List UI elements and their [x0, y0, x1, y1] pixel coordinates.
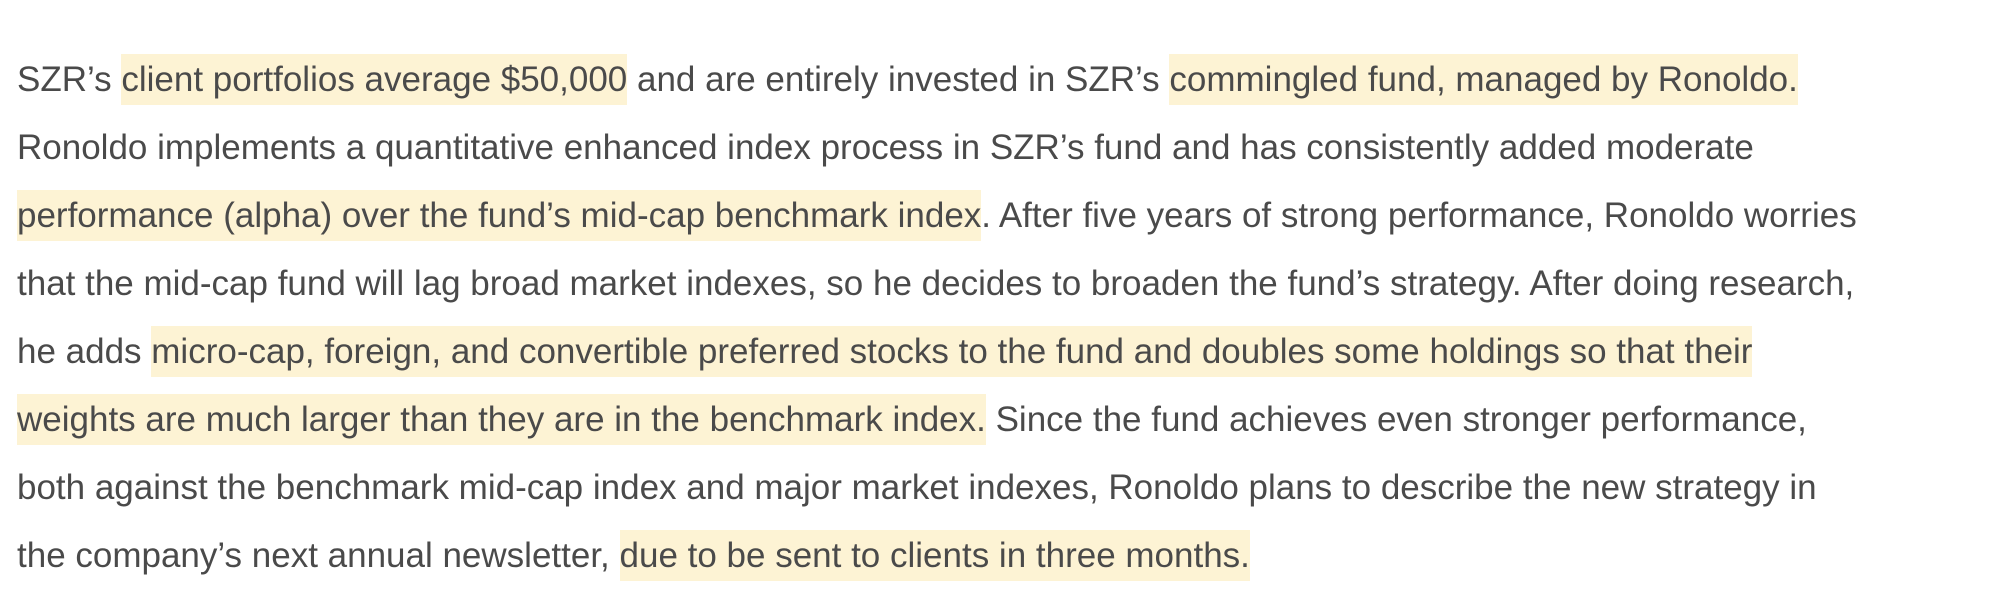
passage-text: . After five years of strong performance…: [981, 196, 1857, 235]
passage-line: weights are much larger than they are in…: [17, 386, 2000, 454]
passage-text: and are entirely invested in SZR’s: [627, 60, 1170, 99]
passage-line: SZR’s client portfolios average $50,000 …: [17, 46, 2000, 114]
passage-line: that the mid-cap fund will lag broad mar…: [17, 250, 2000, 318]
passage-line: he adds micro-cap, foreign, and converti…: [17, 318, 2000, 386]
highlighted-phrase: commingled fund, managed by Ronoldo.: [1169, 54, 1798, 105]
passage-text: both against the benchmark mid-cap index…: [17, 468, 1817, 507]
highlighted-phrase: micro-cap, foreign, and convertible pref…: [151, 326, 1753, 377]
highlighted-phrase: weights are much larger than they are in…: [17, 394, 986, 445]
passage-text: Since the fund achieves even stronger pe…: [985, 400, 1807, 439]
passage-text: Ronoldo implements a quantitative enhanc…: [17, 128, 1754, 167]
passage-line: the company’s next annual newsletter, du…: [17, 522, 2000, 590]
passage-text: the company’s next annual newsletter,: [17, 536, 620, 575]
passage-line: both against the benchmark mid-cap index…: [17, 454, 2000, 522]
highlighted-phrase: performance (alpha) over the fund’s mid-…: [17, 190, 982, 241]
passage-line: Ronoldo implements a quantitative enhanc…: [17, 114, 2000, 182]
passage-line: performance (alpha) over the fund’s mid-…: [17, 182, 2000, 250]
passage-text: that the mid-cap fund will lag broad mar…: [17, 264, 1855, 303]
highlighted-phrase: due to be sent to clients in three month…: [619, 530, 1250, 581]
case-passage: SZR’s client portfolios average $50,000 …: [17, 46, 2000, 590]
passage-text: he adds: [17, 332, 152, 371]
highlighted-phrase: client portfolios average $50,000: [121, 54, 628, 105]
passage-text: SZR’s: [17, 60, 122, 99]
